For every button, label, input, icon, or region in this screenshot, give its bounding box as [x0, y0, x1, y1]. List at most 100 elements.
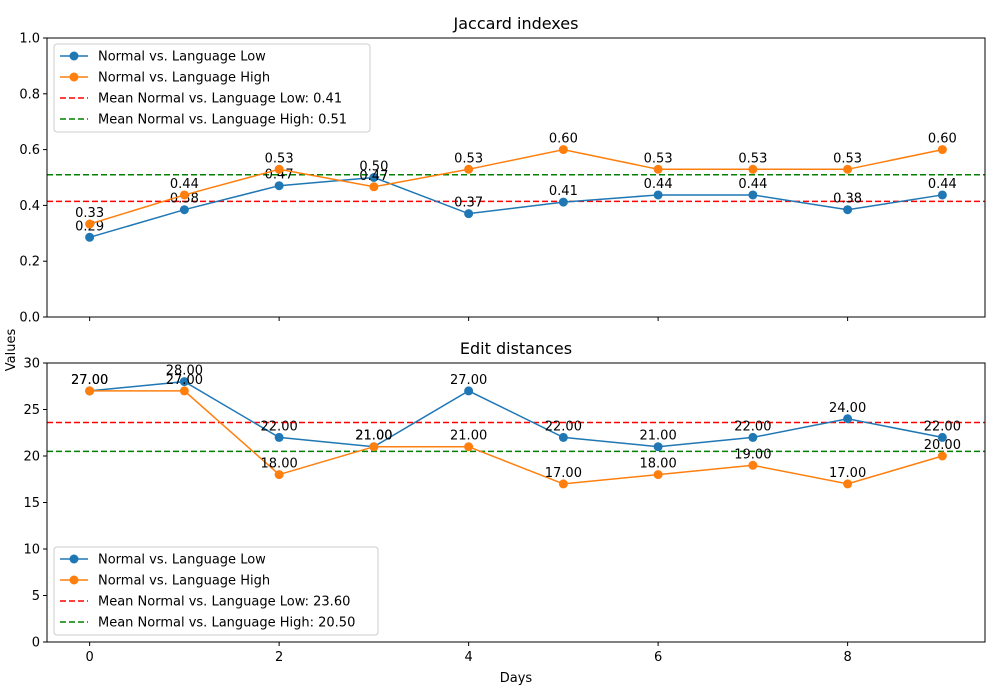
data-point: [843, 414, 853, 424]
legend-marker-0: [69, 51, 79, 61]
data-point: [369, 182, 379, 192]
legend-label-1: Normal vs. Language High: [98, 71, 270, 86]
data-label: 21.00: [355, 429, 392, 444]
data-label: 27.00: [71, 373, 108, 388]
legend-box: [53, 43, 371, 133]
data-point: [369, 442, 379, 452]
legend-marker-1: [69, 72, 79, 82]
data-label: 0.60: [928, 132, 957, 147]
data-label: 27.00: [166, 373, 203, 388]
data-point: [558, 145, 568, 155]
data-point: [464, 164, 474, 174]
y-tick-label: 1.0: [19, 32, 40, 47]
data-point: [558, 432, 568, 442]
data-label: 24.00: [829, 401, 866, 416]
data-point: [558, 479, 568, 489]
y-tick-label: 20: [23, 450, 40, 465]
y-tick-label: 10: [23, 543, 40, 558]
data-point: [464, 386, 474, 396]
data-label: 27.00: [450, 373, 487, 388]
data-point: [937, 432, 947, 442]
data-label: 0.41: [549, 184, 578, 199]
data-point: [179, 205, 189, 215]
chart-title: Jaccard indexes: [453, 14, 579, 33]
data-point: [653, 442, 663, 452]
data-label: 0.47: [359, 169, 388, 184]
y-tick-label: 25: [23, 403, 40, 418]
data-point: [937, 190, 947, 200]
data-point: [653, 190, 663, 200]
legend-label-1: Normal vs. Language High: [98, 574, 270, 589]
legend: Normal vs. Language Low Normal vs. Langua…: [53, 546, 379, 636]
data-label: 0.38: [833, 192, 862, 207]
data-point: [274, 432, 284, 442]
data-point: [274, 181, 284, 191]
data-label: 0.53: [833, 151, 862, 166]
data-point: [748, 190, 758, 200]
data-label: 0.53: [265, 151, 294, 166]
x-tick-label: 4: [464, 650, 472, 665]
panel-1: Edit distances27.0028.0022.0021.0027.002…: [23, 339, 986, 686]
data-point: [464, 442, 474, 452]
shared-ylabel: Values: [4, 329, 19, 372]
x-tick-label: 8: [843, 650, 851, 665]
data-label: 18.00: [640, 457, 677, 472]
data-point: [653, 470, 663, 480]
data-label: 0.44: [928, 177, 957, 192]
legend-label-0: Normal vs. Language Low: [98, 553, 266, 568]
data-label: 28.00: [166, 364, 203, 379]
data-point: [558, 197, 568, 207]
data-point: [937, 145, 947, 155]
data-point: [85, 386, 95, 396]
legend: Normal vs. Language Low Normal vs. Langua…: [53, 43, 371, 133]
x-tick-label: 6: [654, 650, 662, 665]
y-tick-label: 0.2: [19, 255, 40, 270]
data-label: 0.33: [75, 206, 104, 221]
data-label: 27.00: [71, 373, 108, 388]
data-point: [748, 164, 758, 174]
legend-box: [53, 546, 379, 636]
y-tick-label: 15: [23, 496, 40, 511]
legend-label-3: Mean Normal vs. Language High: 20.50: [98, 616, 355, 631]
series-line-0: [89, 380, 943, 448]
data-label: 22.00: [924, 419, 961, 434]
data-label: 21.00: [640, 429, 677, 444]
axes-frame: [46, 37, 986, 318]
data-point: [179, 377, 189, 387]
data-label: 0.53: [738, 151, 767, 166]
data-label: 0.53: [454, 151, 483, 166]
y-tick-label: 0: [32, 636, 40, 651]
chart-title: Edit distances: [460, 339, 572, 358]
data-label: 0.44: [170, 177, 199, 192]
data-label: 22.00: [545, 419, 582, 434]
data-point: [274, 164, 284, 174]
data-label: 21.00: [355, 429, 392, 444]
x-tick-label: 0: [85, 650, 93, 665]
legend-label-3: Mean Normal vs. Language High: 0.51: [98, 113, 347, 128]
legend-label-2: Mean Normal vs. Language Low: 23.60: [98, 595, 350, 610]
legend-label-2: Mean Normal vs. Language Low: 0.41: [98, 92, 342, 107]
data-label: 20.00: [924, 438, 961, 453]
x-axis-label: Days: [500, 671, 533, 686]
x-tick-label: 2: [275, 650, 283, 665]
data-label: 0.60: [549, 132, 578, 147]
legend-label-0: Normal vs. Language Low: [98, 50, 266, 65]
data-label: 18.00: [261, 457, 298, 472]
data-point: [653, 164, 663, 174]
data-label: 17.00: [545, 466, 582, 481]
data-label: 19.00: [734, 447, 771, 462]
data-point: [85, 232, 95, 242]
data-point: [937, 451, 947, 461]
series-line-1: [89, 148, 943, 225]
data-point: [274, 470, 284, 480]
data-point: [369, 173, 379, 182]
data-label: 0.44: [644, 177, 673, 192]
data-point: [179, 386, 189, 396]
y-tick-label: 0.8: [19, 87, 40, 102]
y-tick-label: 0.4: [19, 199, 40, 214]
data-label: 22.00: [734, 419, 771, 434]
data-label: 0.50: [359, 160, 388, 175]
data-point: [179, 190, 189, 200]
data-point: [464, 209, 474, 219]
